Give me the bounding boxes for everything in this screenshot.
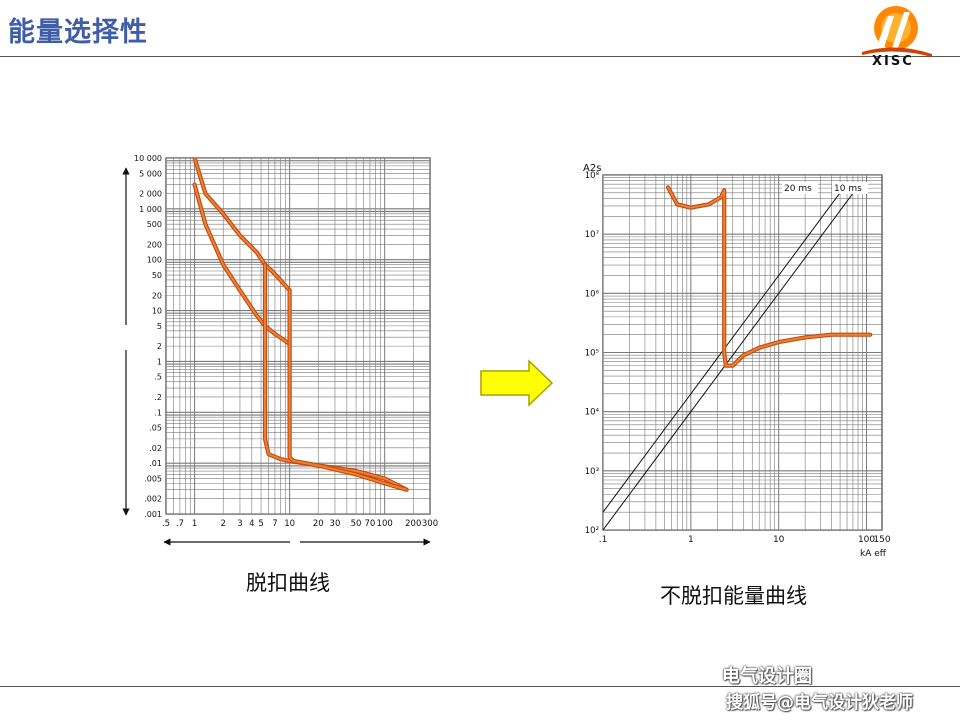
y-tick-label: 50 [152, 271, 162, 280]
trip-curve-chart: 10 000 5 000 2 000 1 000 500 200 100 50 20 10 5 2 1.… [134, 154, 438, 529]
x-tick-label: 100 [858, 535, 875, 545]
grid [603, 175, 882, 530]
y-tick-label: 200 [147, 240, 162, 249]
series-group [603, 183, 873, 530]
x-tick-label: 100 [377, 519, 393, 529]
x-tick-label: 50 [351, 519, 362, 529]
axis-arrows [122, 167, 431, 546]
tick-labels: 10 000 5 000 2 000 1 000 500 200 100 50 20 10 5 2 1.… [134, 154, 438, 529]
curve-line [193, 158, 291, 292]
x-tick-label: 10 [773, 535, 785, 545]
y-tick-label: 10⁴ [585, 408, 600, 418]
y-tick-label: 10⁷ [585, 230, 600, 240]
slide-title: 能量选择性 [8, 17, 148, 48]
x-tick-label: .5 [162, 519, 170, 529]
y-tick-label: .002 [144, 495, 162, 504]
x-tick-label: 4 [249, 519, 254, 529]
y-tick-label: 10⁵ [585, 349, 599, 359]
y-tick-label: 20 [152, 291, 162, 300]
curve-line [264, 263, 408, 491]
x-tick-label: 10 [284, 519, 295, 529]
x-tick-label: 2 [221, 519, 226, 529]
y-tick-label: 2 000 [139, 190, 162, 199]
y-tick-label: .01 [149, 459, 162, 468]
annotation-label: 20 ms [784, 184, 812, 194]
y-tick-label: 1 000 [139, 205, 162, 214]
x-tick-label: 3 [237, 519, 242, 529]
x-tick-label: 150 [873, 535, 890, 545]
y-tick-label: 10⁶ [585, 289, 600, 299]
header-divider [0, 56, 960, 57]
plot-area [165, 157, 431, 515]
y-tick-label: 10 000 [134, 154, 162, 163]
transition-arrow [480, 359, 554, 407]
x-axis-label: kA eff [860, 549, 887, 559]
y-tick-label: 10 [152, 307, 162, 316]
x-tick-label: 1 [192, 519, 197, 529]
y-tick-label: 5 [157, 322, 162, 331]
caption-no-trip-energy-curve: 不脱扣能量曲线 [660, 584, 807, 608]
x-tick-label: 200 [405, 519, 421, 529]
annotation-label: 10 ms [834, 184, 862, 194]
y-tick-label: 500 [147, 220, 162, 229]
y-tick-label: 10² [585, 526, 599, 536]
y-tick-label: .1 [154, 408, 162, 417]
x-tick-label: 1 [688, 535, 694, 545]
y-tick-label: .02 [149, 444, 162, 453]
curve-line [193, 183, 291, 345]
annotation-bg [832, 182, 868, 194]
series-line-10ms [603, 183, 861, 530]
watermark-line-2: 搜狐号@电气设计狄老师 [726, 693, 913, 713]
annotation-bg [782, 182, 818, 194]
x-tick-label: .7 [176, 519, 184, 529]
x-tick-label: 30 [330, 519, 341, 529]
x-tick-label: 5 [258, 519, 263, 529]
x-tick-label: 70 [365, 519, 376, 529]
curve-line [288, 289, 408, 491]
y-tick-label: 10³ [585, 467, 599, 477]
y-tick-label: .2 [154, 393, 162, 402]
x-tick-label: 300 [422, 519, 438, 529]
y-tick-label: 1 [157, 357, 162, 366]
y-tick-label: 2 [157, 342, 162, 351]
y-tick-label: .05 [149, 424, 162, 433]
y-tick-label: 100 [147, 256, 162, 265]
curve-line [667, 186, 872, 367]
y-axis-label: A2s [583, 163, 601, 174]
x-tick-label: 7 [272, 519, 277, 529]
series-group [192, 158, 409, 492]
y-tick-label: .001 [144, 510, 162, 519]
watermark-line-1: 电气设计圈 [722, 666, 812, 687]
y-tick-label: .5 [154, 373, 162, 382]
x-tick-label: 20 [313, 519, 324, 529]
y-tick-label: 10⁸ [585, 171, 600, 181]
caption-trip-curve: 脱扣曲线 [246, 571, 330, 595]
y-tick-label: 5 000 [139, 169, 162, 178]
y-tick-label: .005 [144, 474, 162, 483]
footer-divider [0, 686, 960, 687]
x-tick-label: .1 [599, 535, 608, 545]
logo-text: XISC [872, 54, 914, 69]
company-logo [862, 6, 932, 57]
